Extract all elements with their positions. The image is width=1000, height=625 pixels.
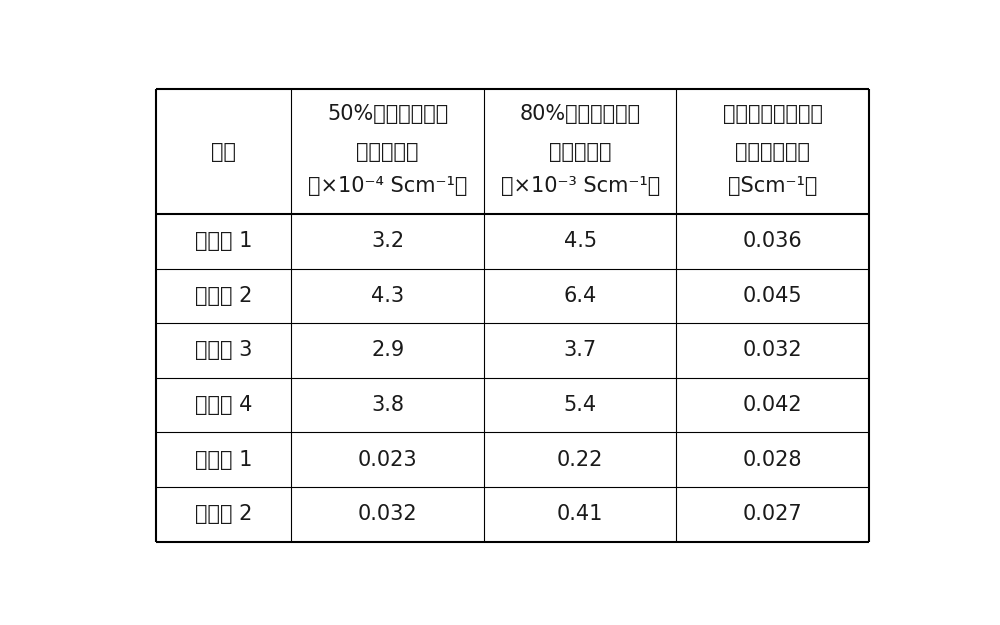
Text: 名称: 名称 — [211, 142, 236, 162]
Text: 5.4: 5.4 — [564, 395, 597, 415]
Text: 4.5: 4.5 — [564, 231, 597, 251]
Text: 2.9: 2.9 — [371, 341, 404, 361]
Text: 的质子电导率: 的质子电导率 — [735, 142, 810, 162]
Text: 3.7: 3.7 — [564, 341, 597, 361]
Text: 0.027: 0.027 — [743, 504, 803, 524]
Text: 质子电导率: 质子电导率 — [356, 142, 419, 162]
Text: 0.032: 0.032 — [358, 504, 418, 524]
Text: （×10⁻³ Scm⁻¹）: （×10⁻³ Scm⁻¹） — [501, 176, 660, 196]
Text: 0.028: 0.028 — [743, 450, 802, 470]
Text: 0.042: 0.042 — [743, 395, 803, 415]
Text: 实施例 2: 实施例 2 — [195, 286, 252, 306]
Text: 50%相对湿度膜的: 50%相对湿度膜的 — [327, 104, 448, 124]
Text: 0.023: 0.023 — [358, 450, 418, 470]
Text: 6.4: 6.4 — [564, 286, 597, 306]
Text: （×10⁻⁴ Scm⁻¹）: （×10⁻⁴ Scm⁻¹） — [308, 176, 467, 196]
Text: 0.036: 0.036 — [743, 231, 803, 251]
Text: 0.41: 0.41 — [557, 504, 603, 524]
Text: 4.3: 4.3 — [371, 286, 404, 306]
Text: 完全浸没在水中膜: 完全浸没在水中膜 — [723, 104, 823, 124]
Text: 80%相对湿度膜的: 80%相对湿度膜的 — [520, 104, 641, 124]
Text: 实施例 1: 实施例 1 — [195, 231, 252, 251]
Text: 实施例 4: 实施例 4 — [195, 395, 252, 415]
Text: 3.2: 3.2 — [371, 231, 404, 251]
Text: 对比例 2: 对比例 2 — [195, 504, 252, 524]
Text: 3.8: 3.8 — [371, 395, 404, 415]
Text: 实施例 3: 实施例 3 — [195, 341, 252, 361]
Text: 0.045: 0.045 — [743, 286, 803, 306]
Text: 0.22: 0.22 — [557, 450, 603, 470]
Text: （Scm⁻¹）: （Scm⁻¹） — [728, 176, 817, 196]
Text: 对比例 1: 对比例 1 — [195, 450, 252, 470]
Text: 0.032: 0.032 — [743, 341, 803, 361]
Text: 质子电导率: 质子电导率 — [549, 142, 611, 162]
